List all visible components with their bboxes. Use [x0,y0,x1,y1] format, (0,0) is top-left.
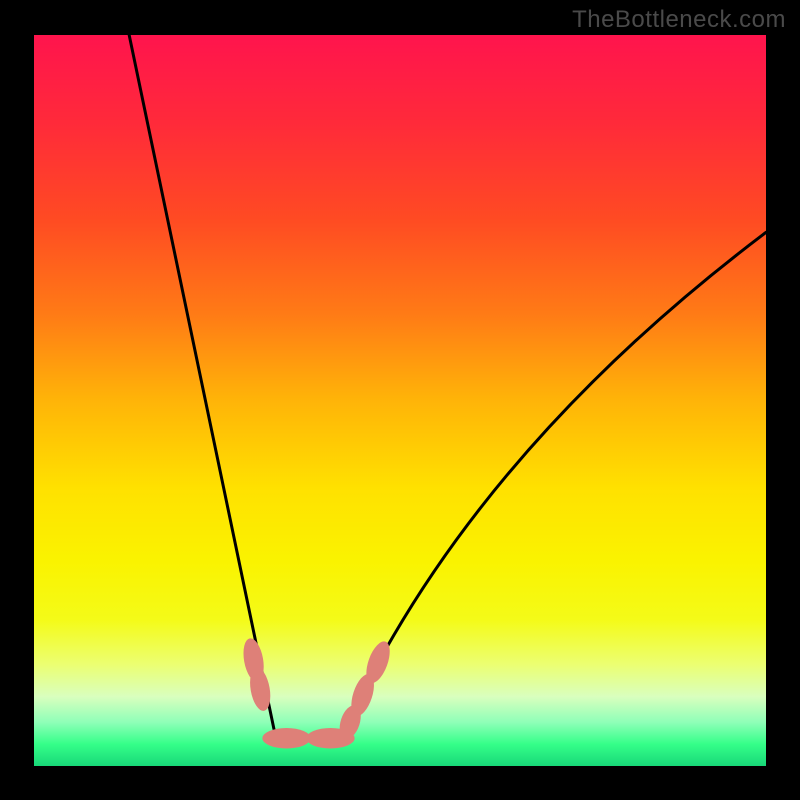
stage: TheBottleneck.com [0,0,800,800]
gradient-background [34,35,766,766]
curve-marker-blob [262,728,310,748]
plot-area [34,35,766,766]
watermark-text: TheBottleneck.com [572,6,786,34]
plot-svg [34,35,766,766]
